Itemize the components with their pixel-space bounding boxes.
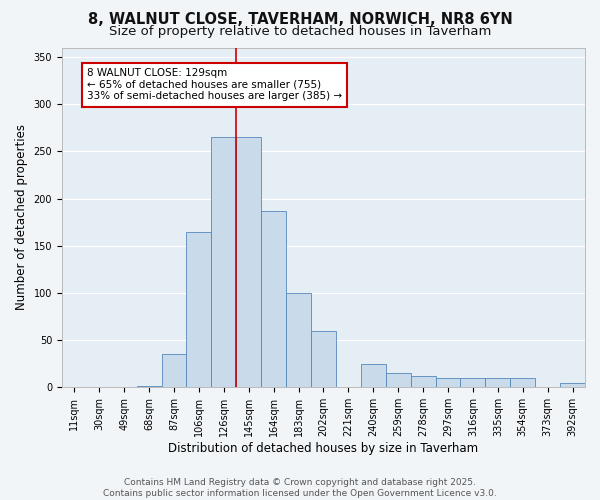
Bar	[560, 382, 585, 388]
Bar	[211, 137, 236, 388]
Bar	[460, 378, 485, 388]
Bar	[261, 211, 286, 388]
Bar	[410, 376, 436, 388]
Bar	[236, 137, 261, 388]
Y-axis label: Number of detached properties: Number of detached properties	[15, 124, 28, 310]
Bar	[286, 293, 311, 388]
Text: Size of property relative to detached houses in Taverham: Size of property relative to detached ho…	[109, 25, 491, 38]
Bar	[485, 378, 510, 388]
X-axis label: Distribution of detached houses by size in Taverham: Distribution of detached houses by size …	[169, 442, 479, 455]
Bar	[386, 373, 410, 388]
Text: Contains HM Land Registry data © Crown copyright and database right 2025.
Contai: Contains HM Land Registry data © Crown c…	[103, 478, 497, 498]
Bar	[311, 330, 336, 388]
Bar	[510, 378, 535, 388]
Text: 8, WALNUT CLOSE, TAVERHAM, NORWICH, NR8 6YN: 8, WALNUT CLOSE, TAVERHAM, NORWICH, NR8 …	[88, 12, 512, 28]
Bar	[187, 232, 211, 388]
Bar	[436, 378, 460, 388]
Text: 8 WALNUT CLOSE: 129sqm
← 65% of detached houses are smaller (755)
33% of semi-de: 8 WALNUT CLOSE: 129sqm ← 65% of detached…	[87, 68, 342, 102]
Bar	[361, 364, 386, 388]
Bar	[161, 354, 187, 388]
Bar	[137, 386, 161, 388]
